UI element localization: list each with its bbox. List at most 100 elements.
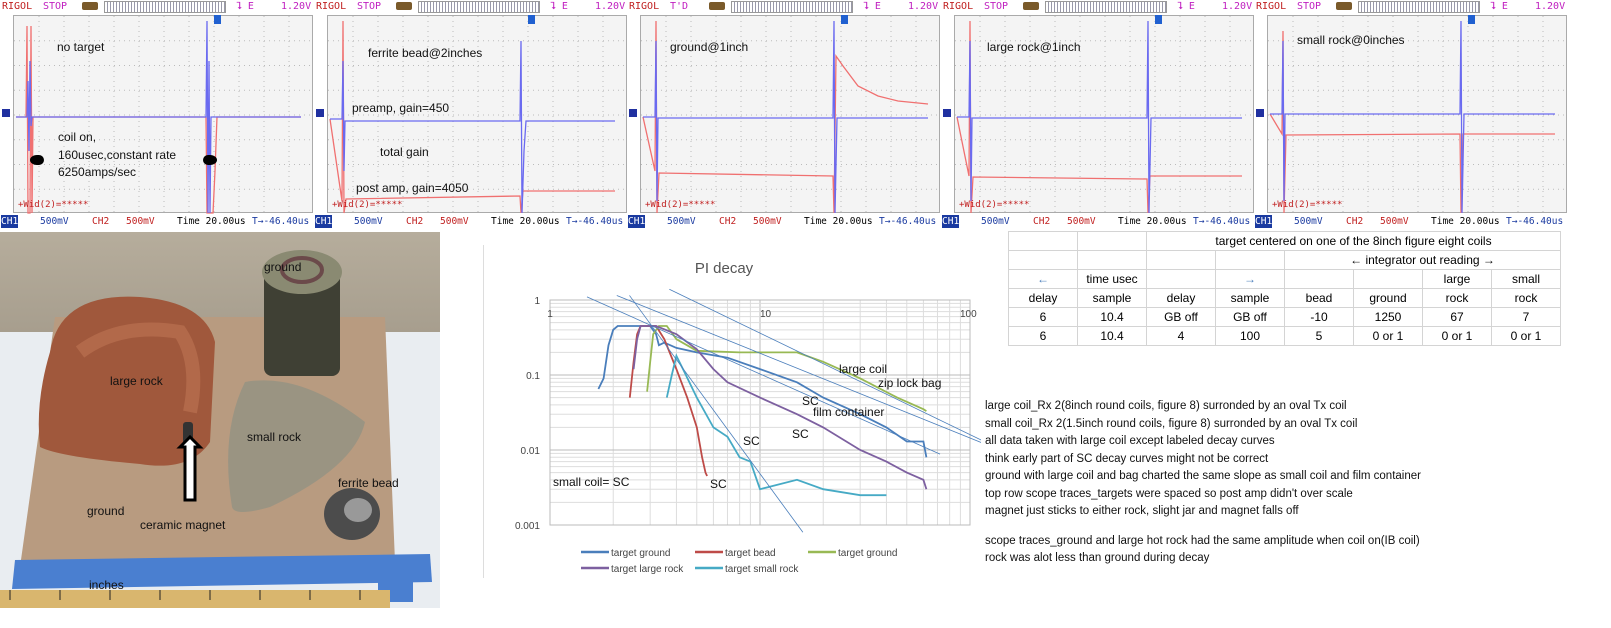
table-cell: 0 or 1 xyxy=(1491,326,1561,346)
scope-annotation: 160usec,constant rate xyxy=(58,148,177,162)
y-tick-label: 1 xyxy=(534,296,540,307)
scope-header: RIGOL STOP ⮧ E 1.20V xyxy=(314,0,627,13)
battery-icon xyxy=(396,2,412,10)
note-line: rock was alot less than ground during de… xyxy=(985,552,1210,564)
chart-annotation: zip lock bag xyxy=(878,376,941,390)
pi-decay-chart: PI decay 1 0.1 0.01 0.001 1 10 100 large coil zip… xyxy=(483,245,982,578)
timebase: Time 20.00us xyxy=(804,216,873,227)
table-cell: -10 xyxy=(1284,307,1354,327)
table-cell: delay xyxy=(1008,288,1078,308)
scope-waveform-grid xyxy=(1267,15,1568,214)
scope-status-bar: CH1 500mV CH2 500mV Time 20.00us T→-46.40us xyxy=(314,215,627,228)
table-cell: 5 xyxy=(1284,326,1354,346)
scope-waveform-grid xyxy=(327,15,628,214)
targets-photo: ground large rock small rock ferrite bea… xyxy=(0,232,440,608)
note-line: magnet just sticks to either rock, sligh… xyxy=(985,505,1299,517)
label-ferrite-bead: ferrite bead xyxy=(338,476,399,490)
note-line: scope traces_ground and large hot rock h… xyxy=(985,534,1420,547)
table-cell: sample xyxy=(1077,288,1147,308)
table-cell xyxy=(1146,250,1216,270)
chart-title: PI decay xyxy=(695,260,754,277)
memory-position-bar xyxy=(1358,1,1480,13)
table-cell: bead xyxy=(1284,288,1354,308)
scope-brand: RIGOL xyxy=(629,1,660,12)
scope-panel: RIGOL STOP ⮧ E 1.20V ferrite bead@2inches pre… xyxy=(314,0,628,228)
table-cell xyxy=(1215,250,1285,270)
table-cell: 6 xyxy=(1008,326,1078,346)
timebase: Time 20.00us xyxy=(491,216,560,227)
scope-status-bar: CH1 500mV CH2 500mV Time 20.00us T→-46.40us xyxy=(1254,215,1567,228)
ch1-label: CH1 xyxy=(942,215,960,228)
trigger-edge-indicator: ⮧ E xyxy=(1490,1,1508,12)
ch1-label: CH1 xyxy=(628,215,646,228)
waveform-traces xyxy=(1268,16,1568,214)
table-cell: 0 or 1 xyxy=(1422,326,1492,346)
trigger-offset: T→-46.40us xyxy=(879,216,937,227)
scope-run-mode: STOP xyxy=(981,0,1012,13)
chart-annotation: small coil= SC xyxy=(553,475,630,489)
ch1-label: CH1 xyxy=(315,215,333,228)
chart-annotation: SC xyxy=(743,434,760,448)
scope-status-bar: CH1 500mV CH2 500mV Time 20.00us T→-46.40us xyxy=(627,215,940,228)
trigger-level: 1.20V xyxy=(281,1,312,12)
note-line xyxy=(985,521,1421,533)
legend-label: target small rock xyxy=(725,564,799,575)
table-cell xyxy=(1353,269,1423,289)
scope-header: RIGOL STOP ⮧ E 1.20V xyxy=(1254,0,1567,13)
scope-brand: RIGOL xyxy=(2,1,33,12)
scope-waveform-grid xyxy=(640,15,941,214)
measurement-readout: +Wid(2)=***** xyxy=(18,200,89,210)
ch1-label: CH1 xyxy=(1255,215,1273,228)
ch1-scale: 500mV xyxy=(40,216,69,227)
label-ceramic-magnet: ceramic magnet xyxy=(140,518,226,532)
table-row: ← time usec → large small xyxy=(1008,269,1561,289)
timebase: Time 20.00us xyxy=(1118,216,1187,227)
scope-status-bar: CH1 500mV CH2 500mV Time 20.00us T→-46.40us xyxy=(941,215,1254,228)
y-tick-label: 0.001 xyxy=(515,521,540,532)
chart-annotation: SC xyxy=(802,394,819,408)
ch1-label: CH1 xyxy=(1,215,19,228)
table-cell xyxy=(1077,250,1147,270)
series-line-4 xyxy=(665,353,887,497)
trendline xyxy=(616,295,982,443)
scope-annotation: large rock@1inch xyxy=(987,40,1081,54)
table-cell: ← integrator out reading → xyxy=(1284,250,1561,270)
integrator-readings-table: target centered on one of the 8inch figu… xyxy=(1008,231,1561,346)
ch1-trace xyxy=(1270,20,1555,214)
trendline xyxy=(669,288,982,441)
ch1-marker-icon xyxy=(943,109,951,117)
table-cell: ← xyxy=(1008,269,1078,289)
scope-brand: RIGOL xyxy=(1256,1,1287,12)
trigger-edge-indicator: ⮧ E xyxy=(863,1,881,12)
table-cell xyxy=(1284,269,1354,289)
table-cell: rock xyxy=(1422,288,1492,308)
note-line: all data taken with large coil except la… xyxy=(985,435,1275,447)
table-row: delay sample delay sample bead ground rock rock xyxy=(1008,288,1561,308)
ch2-trace xyxy=(16,25,301,214)
table-cell: small xyxy=(1491,269,1561,289)
waveform-traces xyxy=(955,16,1255,214)
scope-annotation: ferrite bead@2inches xyxy=(368,46,483,60)
table-cell: GB off xyxy=(1146,307,1216,327)
scope-header: RIGOL STOP ⮧ E 1.20V xyxy=(941,0,1254,13)
series-line-0 xyxy=(597,325,928,458)
y-tick-label: 0.01 xyxy=(521,446,541,457)
trigger-edge-indicator: ⮧ E xyxy=(550,1,568,12)
measurement-readout: +Wid(2)=***** xyxy=(1272,200,1343,210)
table-cell: GB off xyxy=(1215,307,1285,327)
scope-run-mode: STOP xyxy=(40,0,71,13)
legend-label: target ground xyxy=(611,548,671,559)
table-cell xyxy=(1146,269,1216,289)
ch2-trace xyxy=(1269,30,1555,214)
table-cell: 100 xyxy=(1215,326,1285,346)
table-cell xyxy=(1008,231,1078,251)
battery-icon xyxy=(1023,2,1039,10)
waveform-traces xyxy=(14,16,314,214)
trigger-offset: T→-46.40us xyxy=(1193,216,1251,227)
ch2-trace xyxy=(642,20,929,214)
table-cell: 10.4 xyxy=(1077,326,1147,346)
table-cell: large xyxy=(1422,269,1492,289)
scope-annotation: post amp, gain=4050 xyxy=(356,181,469,195)
ch1-trace xyxy=(16,20,301,214)
table-row: target centered on one of the 8inch figu… xyxy=(1008,231,1561,251)
